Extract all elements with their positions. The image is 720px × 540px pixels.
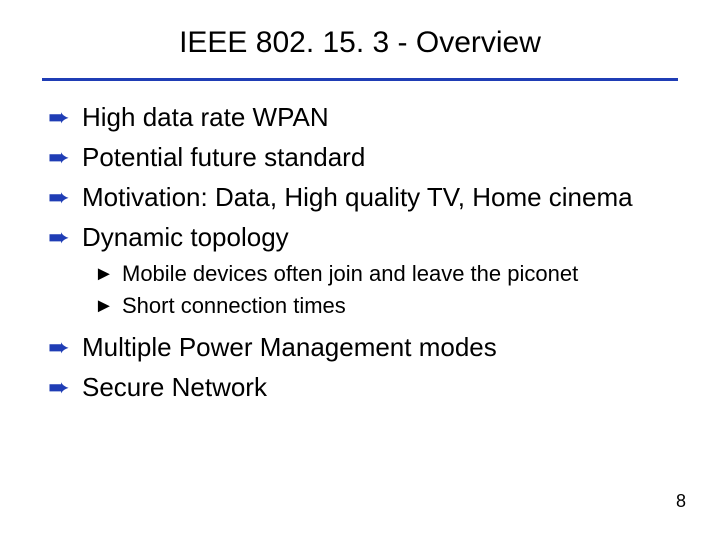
list-item: ➨ Multiple Power Management modes <box>48 330 672 364</box>
list-item-text: Potential future standard <box>82 140 365 174</box>
list-item-text: Secure Network <box>82 370 267 404</box>
list-item: ► Short connection times <box>94 292 672 320</box>
triangle-bullet-icon: ► <box>94 292 122 320</box>
page-number: 8 <box>676 491 686 512</box>
list-item-text: Motivation: Data, High quality TV, Home … <box>82 180 633 214</box>
arrow-bullet-icon: ➨ <box>48 100 82 134</box>
list-item-text: Short connection times <box>122 292 346 320</box>
list-item: ➨ Secure Network <box>48 370 672 404</box>
list-item: ➨ Dynamic topology <box>48 220 672 254</box>
list-item-text: Dynamic topology <box>82 220 289 254</box>
list-item: ➨ Potential future standard <box>48 140 672 174</box>
list-item-text: High data rate WPAN <box>82 100 329 134</box>
list-item-text: Mobile devices often join and leave the … <box>122 260 578 288</box>
title-underline <box>42 78 678 81</box>
arrow-bullet-icon: ➨ <box>48 330 82 364</box>
arrow-bullet-icon: ➨ <box>48 370 82 404</box>
slide-title: IEEE 802. 15. 3 - Overview <box>0 26 720 60</box>
list-item-text: Multiple Power Management modes <box>82 330 497 364</box>
arrow-bullet-icon: ➨ <box>48 140 82 174</box>
arrow-bullet-icon: ➨ <box>48 220 82 254</box>
slide: IEEE 802. 15. 3 - Overview ➨ High data r… <box>0 0 720 540</box>
list-item: ➨ Motivation: Data, High quality TV, Hom… <box>48 180 672 214</box>
list-item: ► Mobile devices often join and leave th… <box>94 260 672 288</box>
triangle-bullet-icon: ► <box>94 260 122 288</box>
arrow-bullet-icon: ➨ <box>48 180 82 214</box>
sublist: ► Mobile devices often join and leave th… <box>94 260 672 320</box>
slide-body: ➨ High data rate WPAN ➨ Potential future… <box>48 100 672 410</box>
list-item: ➨ High data rate WPAN <box>48 100 672 134</box>
